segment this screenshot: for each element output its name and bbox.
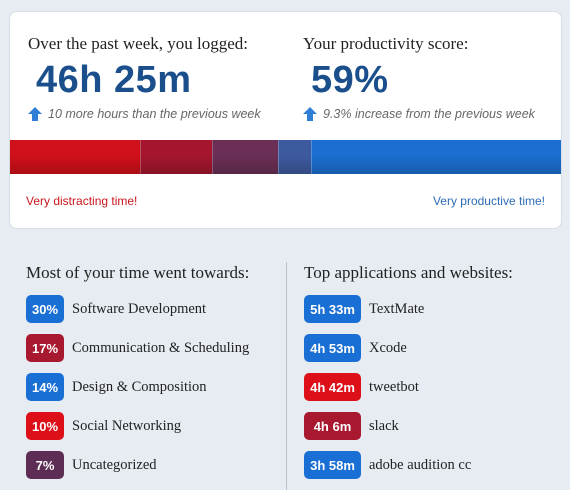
productivity-score-value: 59% xyxy=(311,59,389,101)
category-row[interactable]: 17% Communication & Scheduling xyxy=(26,334,249,362)
category-row-label[interactable]: Software Development xyxy=(72,300,207,317)
category-row[interactable]: 30% Software Development xyxy=(26,295,249,323)
category-list: Most of your time went towards: 30% Softw… xyxy=(26,263,249,490)
application-row-label[interactable]: slack xyxy=(369,417,399,434)
percentage-badge: 7% xyxy=(26,451,64,479)
application-row-label[interactable]: tweetbot xyxy=(369,378,419,395)
application-row-label[interactable]: TextMate xyxy=(369,300,425,317)
time-logged-stat: Over the past week, you logged: 46h 25m … xyxy=(28,34,261,121)
time-logged-value: 46h 25m xyxy=(36,59,192,101)
application-row-label[interactable]: adobe audition cc xyxy=(369,456,472,473)
application-row[interactable]: 4h 42m tweetbot xyxy=(304,373,513,401)
arrow-up-icon xyxy=(303,107,317,121)
category-list-title: Most of your time went towards: xyxy=(26,263,250,282)
category-row-label[interactable]: Design & Composition xyxy=(72,378,207,395)
productivity-score-stat: Your productivity score: 59% 9.3% increa… xyxy=(303,34,535,121)
summary-card: Over the past week, you logged: 46h 25m … xyxy=(9,11,562,229)
application-row[interactable]: 4h 6m slack xyxy=(304,412,513,440)
application-row[interactable]: 3h 58m adobe audition cc xyxy=(304,451,513,479)
application-list-title: Top applications and websites: xyxy=(304,263,513,282)
productivity-score-change-row: 9.3% increase from the previous week xyxy=(303,107,535,121)
time-logged-label: Over the past week, you logged: xyxy=(28,34,248,53)
application-row[interactable]: 4h 53m Xcode xyxy=(304,334,513,362)
percentage-badge: 17% xyxy=(26,334,64,362)
time-logged-change-row: 10 more hours than the previous week xyxy=(28,107,261,121)
column-divider xyxy=(286,262,287,490)
application-list: Top applications and websites: 5h 33m Tex… xyxy=(304,263,513,490)
productivity-bar-segment[interactable] xyxy=(311,140,561,174)
arrow-up-icon xyxy=(28,107,42,121)
category-row-label[interactable]: Uncategorized xyxy=(72,456,157,473)
duration-badge: 4h 42m xyxy=(304,373,361,401)
duration-badge: 3h 58m xyxy=(304,451,361,479)
percentage-badge: 30% xyxy=(26,295,64,323)
duration-badge: 4h 6m xyxy=(304,412,361,440)
percentage-badge: 14% xyxy=(26,373,64,401)
category-row-label[interactable]: Social Networking xyxy=(72,417,182,434)
category-row[interactable]: 7% Uncategorized xyxy=(26,451,249,479)
productivity-score-label: Your productivity score: xyxy=(303,34,469,53)
duration-badge: 5h 33m xyxy=(304,295,361,323)
category-row[interactable]: 14% Design & Composition xyxy=(26,373,249,401)
duration-badge: 4h 53m xyxy=(304,334,361,362)
productivity-distribution-bar xyxy=(10,140,561,174)
productivity-bar-segment[interactable] xyxy=(211,140,279,174)
productivity-bar-segment[interactable] xyxy=(10,140,140,174)
productivity-bar-segment[interactable] xyxy=(139,140,212,174)
category-row[interactable]: 10% Social Networking xyxy=(26,412,249,440)
very-distracting-label: Very distracting time! xyxy=(26,194,138,208)
category-row-label[interactable]: Communication & Scheduling xyxy=(72,339,250,356)
time-logged-change: 10 more hours than the previous week xyxy=(48,107,261,121)
application-row[interactable]: 5h 33m TextMate xyxy=(304,295,513,323)
productivity-bar-segment[interactable] xyxy=(278,140,312,174)
productivity-score-change: 9.3% increase from the previous week xyxy=(323,107,535,121)
very-productive-label: Very productive time! xyxy=(432,194,545,208)
percentage-badge: 10% xyxy=(26,412,64,440)
application-row-label[interactable]: Xcode xyxy=(369,339,407,356)
